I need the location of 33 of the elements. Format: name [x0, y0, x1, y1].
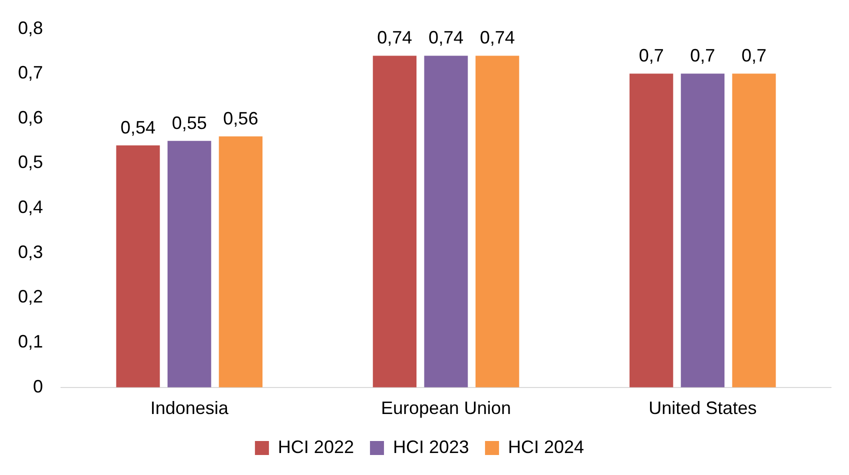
bar [630, 74, 674, 388]
data-label: 0,7 [741, 46, 767, 66]
legend-label: HCI 2023 [392, 436, 470, 457]
y-tick-label: 0 [33, 376, 44, 396]
data-label: 0,7 [690, 46, 716, 66]
data-label: 0,54 [120, 117, 156, 138]
data-label: 0,74 [428, 28, 464, 48]
data-label: 0,74 [377, 28, 412, 48]
y-tick-label: 0,8 [18, 18, 44, 38]
data-label: 0,55 [172, 112, 207, 133]
bar [116, 145, 160, 388]
y-tick-label: 0,5 [18, 152, 44, 172]
y-tick-label: 0,2 [18, 286, 44, 307]
bar [476, 56, 520, 388]
x-tick-label: European Union [380, 398, 512, 418]
bar [424, 56, 468, 388]
bar [168, 140, 212, 388]
legend-label: HCI 2024 [508, 436, 584, 457]
x-tick-label: United States [648, 398, 757, 418]
y-tick-label: 0,3 [18, 242, 44, 262]
data-label: 0,74 [480, 28, 515, 48]
bar [372, 56, 416, 388]
legend-label: HCI 2022 [278, 436, 354, 457]
bar [732, 74, 776, 388]
y-tick-label: 0,6 [18, 107, 44, 128]
data-label: 0,7 [638, 46, 664, 66]
y-tick-label: 0,7 [18, 62, 44, 83]
y-tick-label: 0,1 [18, 332, 44, 352]
bar [218, 136, 262, 388]
data-label: 0,56 [223, 108, 258, 128]
bar [680, 74, 724, 388]
x-tick-label: Indonesia [150, 398, 230, 418]
y-tick-label: 0,4 [18, 197, 44, 218]
